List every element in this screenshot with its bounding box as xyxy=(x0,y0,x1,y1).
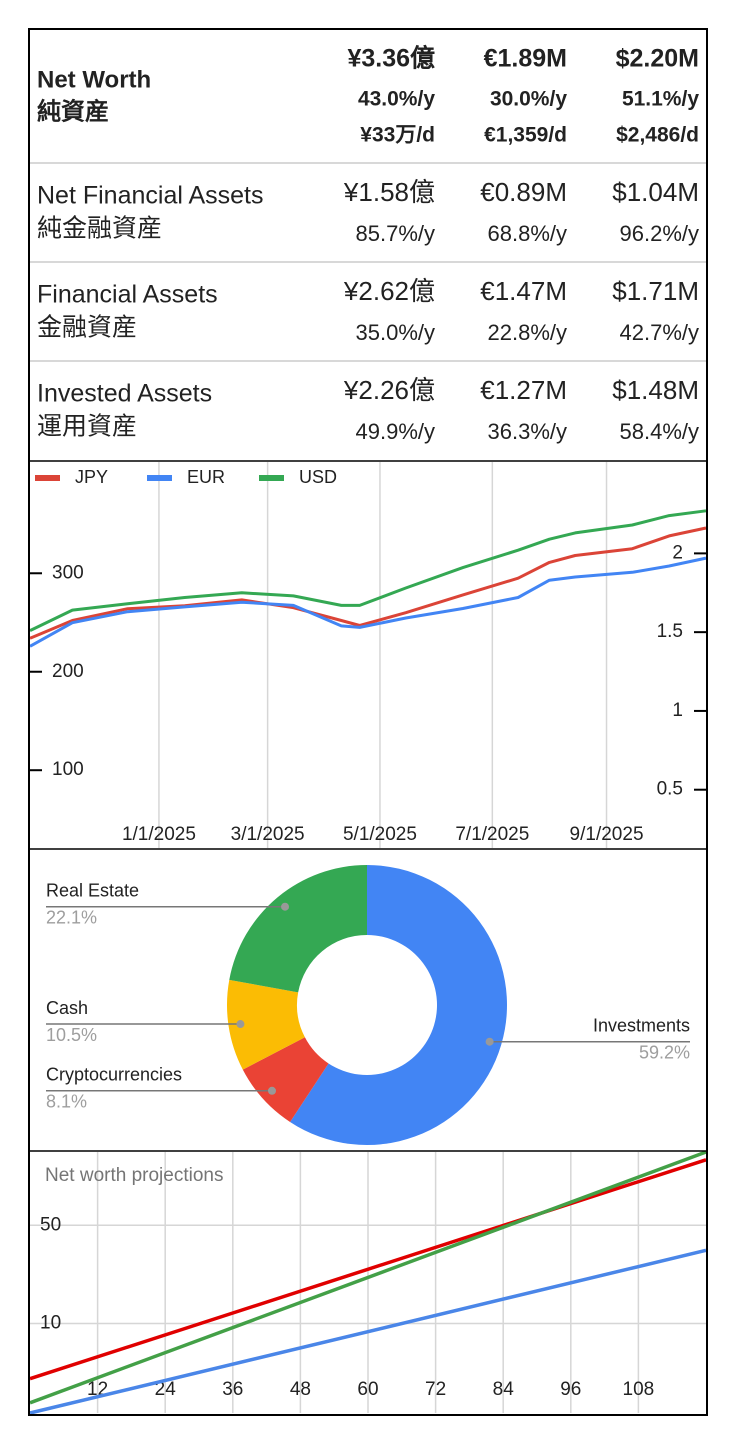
summary-value: 43.0%/y xyxy=(358,88,435,111)
summary-value: ¥1.58億 xyxy=(343,177,435,207)
summary-value: €1.47M xyxy=(480,276,567,306)
leader-dot xyxy=(236,1020,245,1029)
x-tick-label: 7/1/2025 xyxy=(455,824,529,845)
summary-value: 30.0%/y xyxy=(490,88,567,111)
x-tick-label: 9/1/2025 xyxy=(570,824,644,845)
summary-value: 49.9%/y xyxy=(356,419,436,444)
slice-label: Real Estate xyxy=(46,880,139,900)
chart-title: Net worth projections xyxy=(45,1165,223,1186)
y-tick-label: 10 xyxy=(40,1313,61,1334)
series-line xyxy=(29,1248,707,1415)
summary-value: ¥33万/d xyxy=(360,124,435,147)
summary-value: $1.04M xyxy=(612,177,699,207)
summary-value: ¥2.26億 xyxy=(343,375,435,405)
x-tick-label: 108 xyxy=(623,1379,655,1400)
series-line xyxy=(29,556,707,648)
leader-dot xyxy=(485,1037,494,1046)
summary-value: €1.27M xyxy=(480,375,567,405)
pie-slice xyxy=(290,864,508,1145)
summary-value: 85.7%/y xyxy=(356,221,436,246)
summary-value: 36.3%/y xyxy=(488,419,568,444)
x-tick-label: 1/1/2025 xyxy=(122,824,196,845)
y2-tick-label: 2 xyxy=(672,542,683,563)
summary-value: 58.4%/y xyxy=(620,419,700,444)
pie-slice xyxy=(226,979,305,1070)
summary-value: $2.20M xyxy=(616,45,699,73)
legend-label: JPY xyxy=(75,467,108,487)
summary-value: $1.71M xyxy=(612,276,699,306)
y-tick-label: 50 xyxy=(40,1214,61,1235)
summary-value: 22.8%/y xyxy=(488,320,568,345)
y-tick-label: 300 xyxy=(52,562,84,583)
leader-dot xyxy=(267,1086,276,1095)
summary-value: $2,486/d xyxy=(616,124,699,147)
summary-value: €1.89M xyxy=(484,45,567,73)
x-tick-label: 96 xyxy=(560,1379,581,1400)
y2-tick-label: 0.5 xyxy=(657,779,683,800)
row-label: Financial Assets xyxy=(37,281,218,309)
x-tick-label: 5/1/2025 xyxy=(343,824,417,845)
legend-label: EUR xyxy=(187,467,225,487)
row-label: Net Worth xyxy=(37,66,151,93)
series-line xyxy=(29,1150,707,1405)
summary-value: 68.8%/y xyxy=(488,221,568,246)
y-tick-label: 200 xyxy=(52,661,84,682)
y-tick-label: 100 xyxy=(52,759,84,780)
row-label-ja: 運用資産 xyxy=(37,413,137,441)
slice-value: 10.5% xyxy=(46,1025,97,1045)
summary-value: ¥2.62億 xyxy=(343,276,435,306)
slice-label: Cryptocurrencies xyxy=(46,1065,182,1085)
y2-tick-label: 1 xyxy=(672,700,683,721)
x-tick-label: 48 xyxy=(290,1379,311,1400)
slice-label: Investments xyxy=(593,1015,690,1035)
legend-label: USD xyxy=(299,467,337,487)
series-line xyxy=(29,526,707,640)
summary-value: ¥3.36億 xyxy=(347,44,435,73)
summary-value: 51.1%/y xyxy=(622,88,699,111)
leader-dot xyxy=(281,902,290,911)
slice-label: Cash xyxy=(46,998,88,1018)
x-tick-label: 36 xyxy=(222,1379,243,1400)
summary-value: 96.2%/y xyxy=(620,221,700,246)
row-label-ja: 純金融資産 xyxy=(37,215,162,243)
series-line xyxy=(29,509,707,632)
slice-value: 22.1% xyxy=(46,907,97,927)
pie-slice xyxy=(229,865,367,993)
row-label-ja: 純資産 xyxy=(37,97,109,125)
row-label: Net Financial Assets xyxy=(37,182,264,210)
row-label-ja: 金融資産 xyxy=(37,314,137,342)
pie-slice xyxy=(242,1037,329,1122)
summary-value: €1,359/d xyxy=(484,124,567,147)
y2-tick-label: 1.5 xyxy=(657,621,683,642)
summary-value: 42.7%/y xyxy=(620,320,700,345)
summary-value: 35.0%/y xyxy=(356,320,436,345)
x-tick-label: 60 xyxy=(357,1379,378,1400)
summary-value: $1.48M xyxy=(612,375,699,405)
slice-value: 8.1% xyxy=(46,1092,87,1112)
frame xyxy=(28,28,708,1416)
x-tick-label: 84 xyxy=(493,1379,515,1400)
x-tick-label: 72 xyxy=(425,1379,446,1400)
summary-value: €0.89M xyxy=(480,177,567,207)
slice-value: 59.2% xyxy=(639,1042,690,1062)
x-tick-label: 24 xyxy=(155,1379,177,1400)
row-label: Invested Assets xyxy=(37,380,212,408)
x-tick-label: 3/1/2025 xyxy=(231,824,305,845)
series-line xyxy=(29,1158,707,1381)
